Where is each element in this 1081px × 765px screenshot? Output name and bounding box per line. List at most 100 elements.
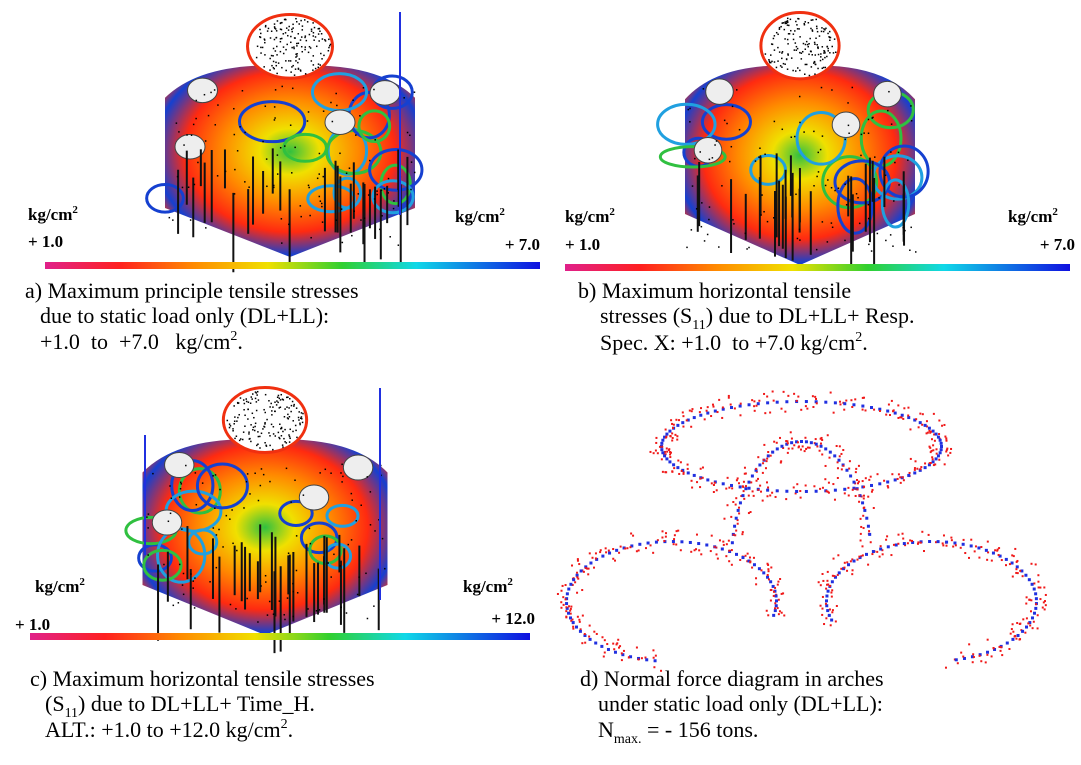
- unit-base: kg/cm: [35, 577, 79, 596]
- arch-point: [939, 451, 942, 454]
- mesh-dot: [284, 408, 286, 410]
- force-point: [1039, 598, 1041, 600]
- arch-point: [780, 445, 783, 448]
- mesh-dot: [831, 46, 833, 48]
- force-point: [1011, 628, 1013, 630]
- force-point: [834, 499, 836, 501]
- force-point: [775, 496, 777, 498]
- arch-point: [865, 553, 868, 556]
- mesh-dot: [861, 134, 863, 136]
- force-point: [947, 454, 949, 456]
- mesh-dot: [248, 433, 250, 435]
- mesh-dot: [302, 25, 304, 27]
- force-point: [897, 543, 899, 545]
- arch-point: [928, 427, 931, 430]
- mesh-dot: [907, 159, 909, 161]
- force-point: [938, 459, 940, 461]
- mesh-dot: [825, 185, 827, 187]
- force-point: [565, 616, 567, 618]
- force-point: [919, 468, 921, 470]
- arch-point: [937, 540, 940, 543]
- force-point: [852, 489, 854, 491]
- small-dome: [165, 453, 194, 478]
- force-point: [821, 439, 823, 441]
- arch-point: [853, 481, 856, 484]
- mesh-dot: [765, 53, 767, 55]
- mesh-dot: [257, 391, 259, 393]
- mesh-dot: [280, 399, 282, 401]
- force-point: [664, 471, 666, 473]
- mesh-dot: [833, 52, 835, 54]
- mesh-dot: [716, 140, 718, 142]
- mesh-dot: [182, 584, 184, 586]
- mesh-dot: [186, 134, 188, 136]
- force-point: [699, 478, 701, 480]
- force-point: [916, 468, 918, 470]
- mesh-dot: [216, 567, 218, 569]
- force-point: [827, 491, 829, 493]
- mesh-dot: [171, 497, 173, 499]
- force-point: [784, 411, 786, 413]
- mesh-dot: [330, 44, 332, 46]
- arch-point: [815, 490, 818, 493]
- mesh-dot: [265, 106, 267, 108]
- arch-point: [714, 410, 717, 413]
- force-point: [800, 409, 802, 411]
- mesh-dot: [236, 435, 238, 437]
- mesh-dot: [755, 160, 757, 162]
- caption-text: stresses (S: [600, 303, 692, 328]
- mesh-dot: [809, 38, 811, 40]
- mesh-dot: [266, 158, 268, 160]
- mesh-dot: [238, 414, 240, 416]
- force-point: [1012, 576, 1014, 578]
- mesh-dot: [217, 175, 219, 177]
- force-point: [850, 560, 852, 562]
- mesh-dot: [244, 415, 246, 417]
- force-point: [767, 486, 769, 488]
- mesh-dot: [313, 55, 315, 57]
- arch-point: [722, 482, 725, 485]
- force-point: [871, 491, 873, 493]
- force-point: [613, 648, 615, 650]
- force-point: [711, 535, 713, 537]
- mesh-dot: [259, 29, 261, 31]
- force-point: [717, 411, 719, 413]
- force-point: [855, 468, 857, 470]
- mesh-dot: [811, 54, 813, 56]
- mesh-dot: [290, 36, 292, 38]
- force-point: [588, 636, 590, 638]
- mesh-dot: [286, 397, 288, 399]
- force-point: [600, 549, 602, 551]
- unit-label: kg/cm2: [1008, 206, 1058, 226]
- mesh-dot: [818, 171, 820, 173]
- mesh-dot: [290, 124, 292, 126]
- mesh-dot: [300, 205, 302, 207]
- caption-sup: 2: [281, 717, 288, 732]
- mesh-dot: [829, 52, 831, 54]
- force-point: [902, 538, 904, 540]
- force-point: [860, 526, 862, 528]
- force-point: [1038, 586, 1040, 588]
- mesh-dot: [260, 52, 262, 54]
- force-point: [576, 592, 578, 594]
- force-point: [972, 653, 974, 655]
- caption-sup: 2: [855, 330, 862, 345]
- mesh-dot: [787, 53, 789, 55]
- force-point: [694, 549, 696, 551]
- force-point: [911, 540, 913, 542]
- mesh-dot: [898, 184, 900, 186]
- mesh-dot: [233, 108, 235, 110]
- arch-point: [608, 552, 611, 555]
- force-point: [608, 550, 610, 552]
- force-point: [921, 531, 923, 533]
- arch-point: [600, 645, 603, 648]
- arch-point: [566, 592, 569, 595]
- force-point: [557, 593, 559, 595]
- force-point: [887, 486, 889, 488]
- mesh-dot: [319, 196, 321, 198]
- mesh-dot: [801, 58, 803, 60]
- force-point: [931, 438, 933, 440]
- mesh-dot: [799, 229, 801, 231]
- force-point: [662, 530, 664, 532]
- mesh-dot: [254, 430, 256, 432]
